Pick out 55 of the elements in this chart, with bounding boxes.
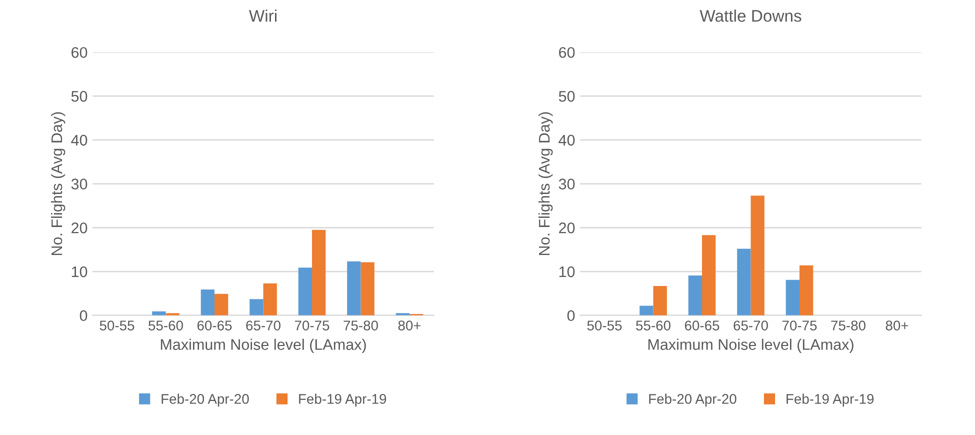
y-tick-label: 30 (71, 178, 88, 190)
x-tick-label: 55-60 (636, 320, 670, 330)
y-tick-label: 10 (559, 266, 575, 278)
x-tick-label: 55-60 (148, 320, 183, 330)
bar (312, 230, 326, 316)
bar (737, 248, 751, 316)
bar (800, 265, 814, 316)
bar (750, 196, 764, 316)
bar (702, 235, 716, 316)
x-tick-label: 75-80 (344, 320, 378, 330)
x-tick-label: 80+ (886, 320, 908, 330)
x-tick-label: 75-80 (831, 320, 866, 330)
y-tick-label: 40 (71, 134, 88, 146)
x-tick-label: 65-70 (734, 320, 768, 330)
y-tick-label: 20 (72, 222, 88, 234)
bar (263, 283, 277, 316)
y-tick-label: 10 (72, 266, 88, 278)
y-tick-label: 40 (558, 134, 575, 146)
y-tick-label: 50 (558, 90, 575, 102)
y-tick-label: 60 (559, 47, 575, 58)
chart-title: Wattle Downs (700, 10, 802, 22)
y-tick-label: 20 (559, 222, 575, 234)
bar (152, 311, 166, 316)
y-axis-title: No. Flights (Avg Day) (538, 112, 553, 255)
x-tick-label: 50-55 (100, 320, 134, 330)
bar (786, 280, 800, 316)
legend-label: Feb-19 Apr-19 (299, 394, 386, 407)
bar (653, 286, 667, 316)
x-tick-label: 70-75 (294, 320, 330, 330)
chart-title: Wiri (248, 10, 276, 22)
bar (250, 299, 264, 316)
bar (360, 262, 374, 316)
y-tick-label: 30 (558, 178, 575, 190)
x-tick-label: 60-65 (197, 320, 232, 330)
legend-label: Feb-20 Apr-20 (162, 394, 249, 407)
legend-label: Feb-20 Apr-20 (649, 394, 736, 407)
x-tick-label: 65-70 (246, 320, 280, 330)
bar (347, 261, 361, 316)
y-tick-label: 60 (72, 47, 88, 58)
x-axis-title: Maximum Noise level (LAmax) (160, 338, 366, 353)
x-tick-label: 60-65 (684, 320, 720, 330)
x-axis-title: Maximum Noise level (LAmax) (648, 338, 854, 353)
y-tick-label: 0 (567, 310, 575, 322)
x-tick-label: 50-55 (587, 320, 622, 330)
bar (200, 289, 214, 316)
bar (214, 294, 228, 316)
bar (640, 306, 654, 316)
y-tick-label: 0 (80, 310, 88, 322)
y-axis-title: No. Flights (Avg Day) (50, 112, 66, 255)
x-tick-label: 80+ (398, 320, 421, 330)
y-tick-label: 50 (71, 90, 88, 102)
bar (298, 268, 312, 316)
x-tick-label: 70-75 (782, 320, 817, 330)
legend-label: Feb-19 Apr-19 (786, 394, 874, 407)
bar (688, 275, 702, 316)
